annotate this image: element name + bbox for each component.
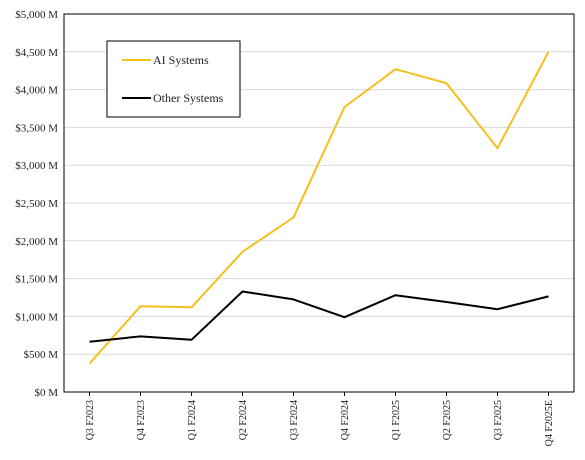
y-tick-label: $4,000 M: [15, 85, 58, 97]
series-lines: [88, 51, 550, 365]
x-tick-label: Q4 F2025E: [544, 400, 555, 446]
y-tick-label: $1,500 M: [15, 274, 58, 286]
legend: AI Systems Other Systems: [106, 40, 241, 118]
x-tick-label: Q2 F2024: [238, 400, 249, 440]
y-tick-label: $4,500 M: [15, 47, 58, 59]
x-tick-label: Q4 F2024: [340, 400, 351, 440]
y-tick-label: $500 M: [23, 349, 58, 361]
x-tick-label: Q1 F2025: [391, 400, 402, 440]
y-tick-label: $2,500 M: [15, 198, 58, 210]
axes: $0 M $500 M $1,000 M $1,500 M $2,000 M $2,500…: [15, 9, 575, 446]
legend-box: [106, 40, 241, 118]
x-tick-label: Q3 F2023: [85, 400, 96, 440]
plot-frame: [63, 13, 575, 393]
y-tick-label: $2,000 M: [15, 236, 58, 248]
series-line-ai-systems: [88, 51, 550, 365]
series-line-other-systems: [89, 290, 549, 343]
x-tick-label: Q1 F2024: [187, 400, 198, 440]
y-tick-label: $3,500 M: [15, 122, 58, 134]
x-tick-label: Q2 F2025: [442, 400, 453, 440]
x-tick-label: Q3 F2025: [493, 400, 504, 440]
y-tick-label: $3,000 M: [15, 160, 58, 172]
x-tick-label: Q4 F2023: [136, 400, 147, 440]
legend-label: AI Systems: [153, 53, 209, 67]
y-tick-label: $1,000 M: [15, 311, 58, 323]
x-tick-label: Q3 F2024: [289, 400, 300, 440]
legend-label: Other Systems: [153, 91, 224, 105]
y-tick-label: $5,000 M: [15, 9, 58, 21]
y-tick-label: $0 M: [34, 387, 58, 399]
